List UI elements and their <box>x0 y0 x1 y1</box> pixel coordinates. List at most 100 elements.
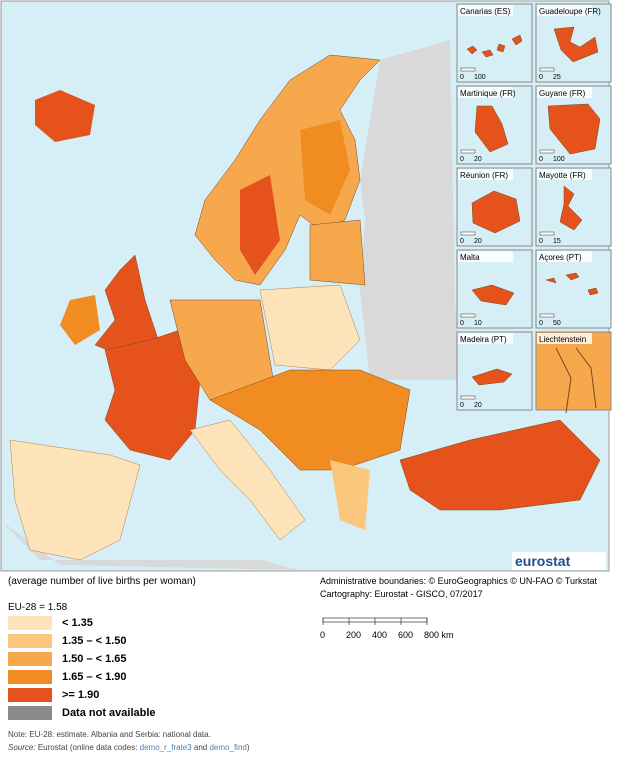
legend-swatch <box>8 634 52 648</box>
source: Source: Eurostat (online data codes: dem… <box>8 743 250 752</box>
inset-scale <box>460 313 476 318</box>
turkey <box>399 419 601 511</box>
inset: Liechtenstein <box>535 331 612 414</box>
logo: eurostat <box>515 553 571 569</box>
end: ) <box>246 743 250 752</box>
inset-label: Malta <box>460 253 480 262</box>
inset-scale <box>539 149 555 154</box>
inset-land <box>555 347 597 414</box>
inset-scale-label: 20 <box>474 238 482 245</box>
baltics <box>309 219 366 286</box>
france <box>104 329 201 461</box>
inset-scale <box>460 149 476 154</box>
legend-item: 1.35 – < 1.50 <box>8 634 127 648</box>
legend-label: 1.35 – < 1.50 <box>62 635 127 647</box>
inset: Martinique (FR) 0 20 <box>456 85 533 165</box>
inset-scale-label: 50 <box>553 320 561 327</box>
inset-scale-label: 0 <box>539 156 543 163</box>
legend-swatch <box>8 616 52 630</box>
code[interactable]: demo_r_frate3 <box>139 743 192 752</box>
inset-frame <box>535 331 612 411</box>
code[interactable]: demo_find <box>209 743 247 752</box>
inset-label: Liechtenstein <box>539 335 586 344</box>
inset-label-box <box>537 87 592 98</box>
finland <box>300 120 350 215</box>
inset-land <box>471 284 515 306</box>
inset-label-box <box>458 251 513 262</box>
iberia <box>9 439 141 561</box>
inset-scale-label: 100 <box>553 156 565 163</box>
inset-scale-label: 0 <box>539 74 543 81</box>
inset-label: Mayotte (FR) <box>539 171 586 180</box>
legend-swatch <box>8 652 52 666</box>
source-text: Eurostat (online data codes: <box>37 743 140 752</box>
inset-scale-label: 0 <box>460 320 464 327</box>
inset-land <box>559 185 583 231</box>
inset: Canarias (ES) 0 100 <box>456 3 533 83</box>
central-balkans <box>209 369 411 471</box>
inset-scale-label: 15 <box>553 238 561 245</box>
inset-scale-label: 0 <box>539 320 543 327</box>
inset-label: Madeira (PT) <box>460 335 507 344</box>
legend-swatch <box>8 670 52 684</box>
legend-swatch <box>8 688 52 702</box>
inset-land <box>471 190 521 234</box>
italy <box>189 419 306 541</box>
inset-scale-label: 20 <box>474 402 482 409</box>
legend-label: 1.50 – < 1.65 <box>62 653 127 665</box>
inset: Açores (PT) 0 50 <box>535 249 612 329</box>
inset-scale <box>460 231 476 236</box>
legend-label: 1.65 – < 1.90 <box>62 671 127 683</box>
inset-label: Martinique (FR) <box>460 89 516 98</box>
inset-label-box <box>537 169 592 180</box>
inset: Madeira (PT) 0 20 <box>456 331 533 411</box>
credit: Administrative boundaries: © EuroGeograp… <box>320 576 598 586</box>
poland <box>259 284 361 371</box>
inset-label: Guadeloupe (FR) <box>539 7 601 16</box>
legend-label: Data not available <box>62 707 156 719</box>
iceland <box>35 90 95 142</box>
scale-label: 400 <box>372 630 387 640</box>
legend-item: Data not available <box>8 706 156 720</box>
inset-land <box>471 368 513 386</box>
north-africa <box>0 520 300 570</box>
inset-scale-label: 25 <box>553 74 561 81</box>
inset-land <box>474 105 509 153</box>
inset: Réunion (FR) 0 20 <box>456 167 533 247</box>
sweden <box>240 175 280 275</box>
logo-box <box>512 552 606 570</box>
legend-item: < 1.35 <box>8 616 93 630</box>
legend-label: >= 1.90 <box>62 689 100 701</box>
inset-label-box <box>458 333 513 344</box>
credit: Cartography: Eurostat - GISCO, 07/2017 <box>320 589 483 599</box>
ireland <box>60 295 100 345</box>
inset-scale-label: 0 <box>460 156 464 163</box>
legend-title: EU-28 = 1.58 <box>8 602 68 613</box>
inset-scale-label: 0 <box>460 402 464 409</box>
legend-swatch <box>8 706 52 720</box>
inset: Malta 0 10 <box>456 249 533 329</box>
inset-scale <box>539 231 555 236</box>
non-eu-land <box>360 40 460 380</box>
legend-item: >= 1.90 <box>8 688 99 702</box>
inset-scale <box>460 395 476 400</box>
source-label: Source: <box>8 743 36 752</box>
inset-land <box>466 34 523 58</box>
scale-bar: 0 200 400 600 800 km <box>320 617 454 640</box>
inset: Guadeloupe (FR) 0 25 <box>535 3 612 83</box>
inset-label-box <box>458 87 513 98</box>
inset-label: Réunion (FR) <box>460 171 508 180</box>
inset-scale <box>539 313 555 318</box>
inset-scale-label: 0 <box>539 238 543 245</box>
inset-label: Canarias (ES) <box>460 7 511 16</box>
inset: Mayotte (FR) 0 15 <box>535 167 612 247</box>
scale-label: 0 <box>320 630 325 640</box>
caption: (average number of live births per woman… <box>8 576 196 587</box>
inset-scale <box>460 67 476 72</box>
and: and <box>191 743 210 752</box>
note: Note: EU-28: estimate. Albania and Serbi… <box>8 730 211 739</box>
inset-scale <box>539 67 555 72</box>
inset: Guyane (FR) 0 100 <box>535 85 612 165</box>
